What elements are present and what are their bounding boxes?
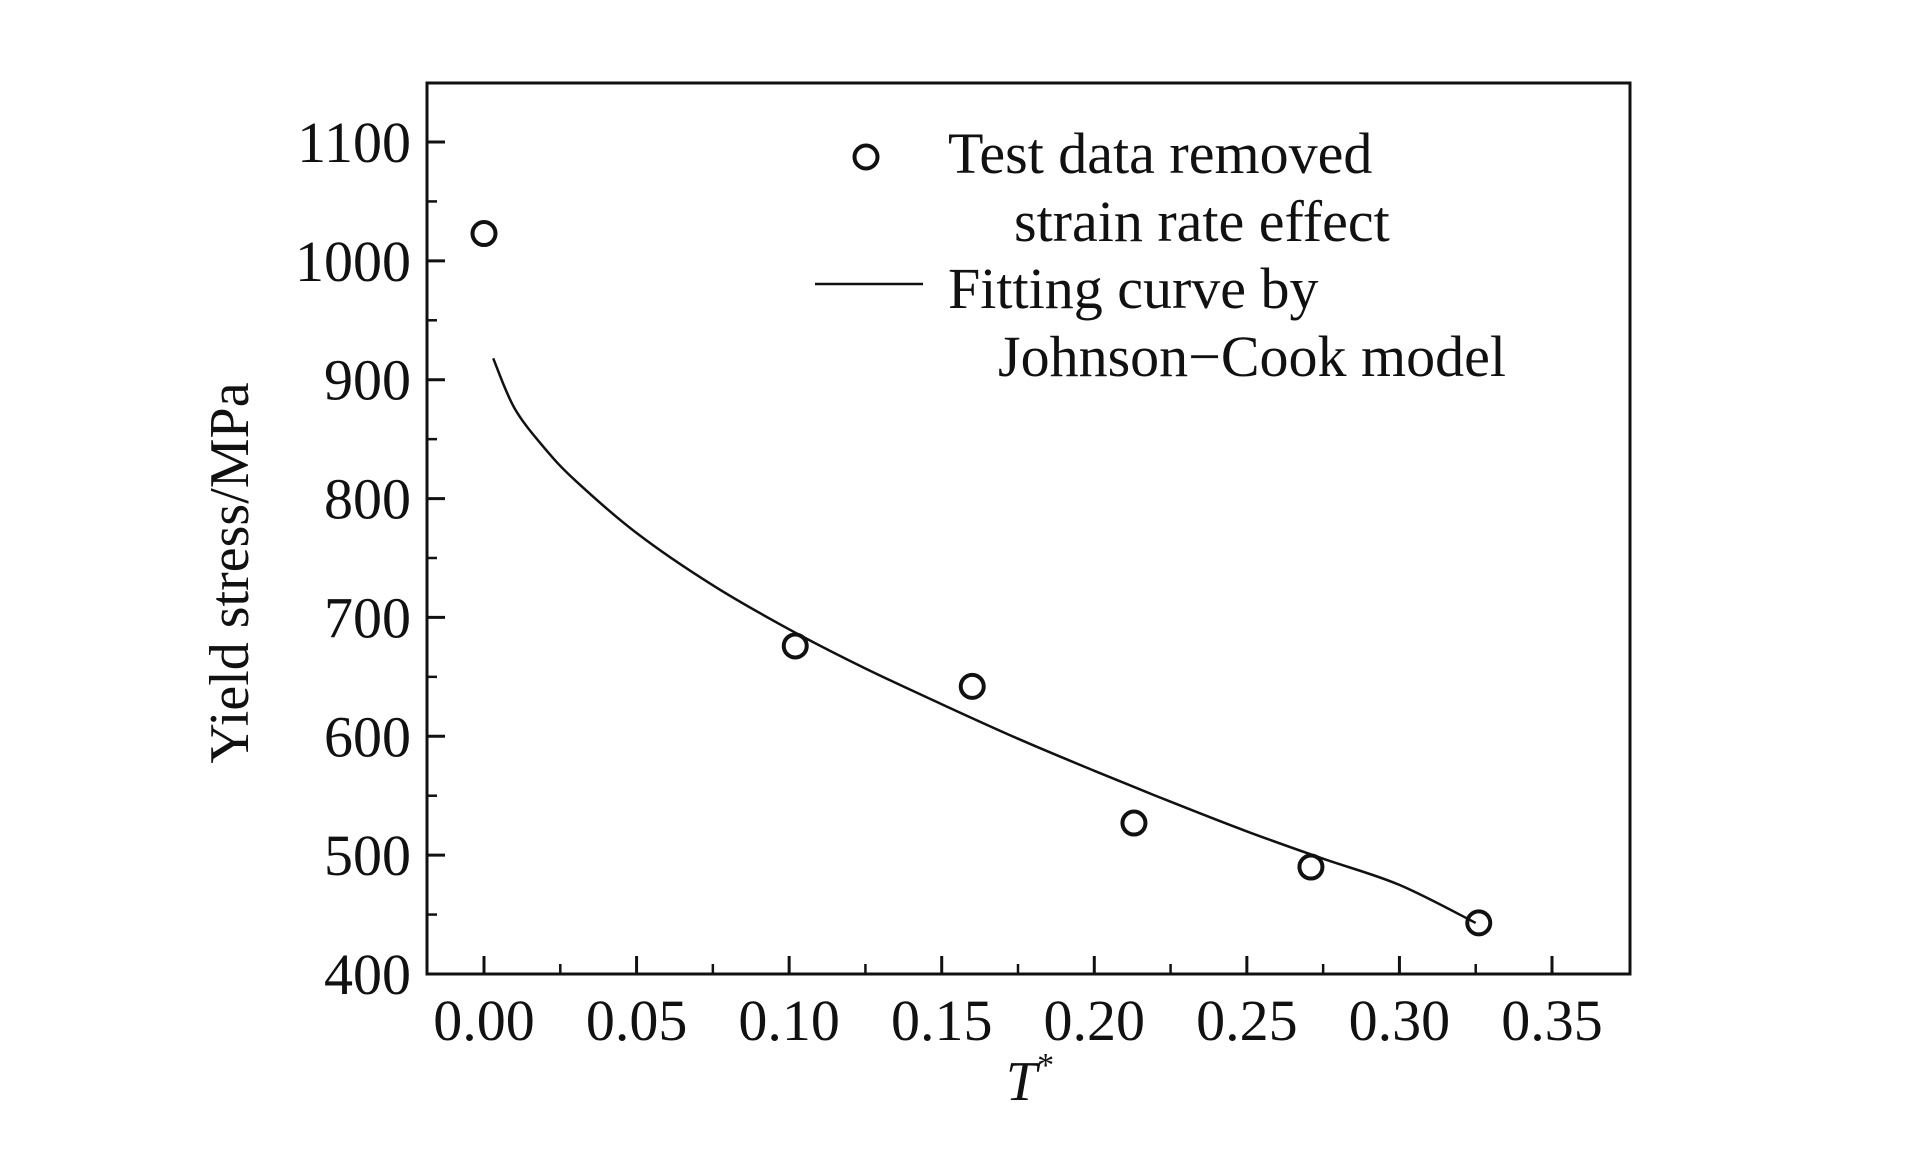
y-tick-label: 700 bbox=[324, 585, 411, 650]
y-tick-label: 1100 bbox=[297, 110, 411, 175]
legend-label-test-data-line1: Test data removed bbox=[948, 121, 1372, 186]
x-tick-label: 0.25 bbox=[1196, 988, 1298, 1053]
x-axis-title-main: T bbox=[1006, 1051, 1041, 1113]
x-tick-label: 0.05 bbox=[586, 988, 688, 1053]
legend: Test data removed strain rate effect Fit… bbox=[815, 121, 1506, 389]
y-tick-label: 800 bbox=[324, 467, 411, 532]
x-axis-title: T* bbox=[1006, 1047, 1054, 1113]
plot-area-frame bbox=[425, 81, 1632, 976]
legend-label-test-data-line2: strain rate effect bbox=[1014, 189, 1390, 254]
y-tick-label: 400 bbox=[324, 942, 411, 1007]
test-data-point bbox=[958, 672, 986, 700]
fitting-curve-line bbox=[492, 357, 1477, 925]
legend-label-fitting-curve-line2: Johnson−Cook model bbox=[998, 324, 1506, 389]
x-tick-label: 0.20 bbox=[1044, 988, 1146, 1053]
y-axis-title: Yield stress/MPa bbox=[199, 382, 261, 763]
y-tick-label: 600 bbox=[324, 704, 411, 769]
y-tick-label: 1000 bbox=[295, 229, 411, 294]
test-data-point bbox=[1465, 909, 1493, 937]
test-data-point bbox=[1120, 809, 1148, 837]
legend-label-fitting-curve-line1: Fitting curve by bbox=[948, 256, 1319, 321]
test-data-point bbox=[470, 220, 498, 248]
series-layer bbox=[470, 220, 1493, 937]
legend-marker-test-data bbox=[852, 143, 880, 171]
x-tick-label: 0.15 bbox=[891, 988, 993, 1053]
x-tick-label: 0.00 bbox=[433, 988, 535, 1053]
ticks-layer bbox=[427, 140, 1554, 974]
y-tick-label: 500 bbox=[324, 823, 411, 888]
x-tick-label: 0.35 bbox=[1501, 988, 1603, 1053]
tick-labels-layer: 0.00 0.05 0.10 0.15 0.20 0.25 0.30 0.35 400 500 60… bbox=[295, 110, 1603, 1053]
x-tick-label: 0.30 bbox=[1349, 988, 1451, 1053]
x-axis-title-superscript: * bbox=[1037, 1047, 1054, 1084]
test-data-point bbox=[1297, 853, 1325, 881]
y-tick-label: 900 bbox=[324, 348, 411, 413]
test-data-point bbox=[781, 632, 809, 660]
x-tick-label: 0.10 bbox=[738, 988, 840, 1053]
